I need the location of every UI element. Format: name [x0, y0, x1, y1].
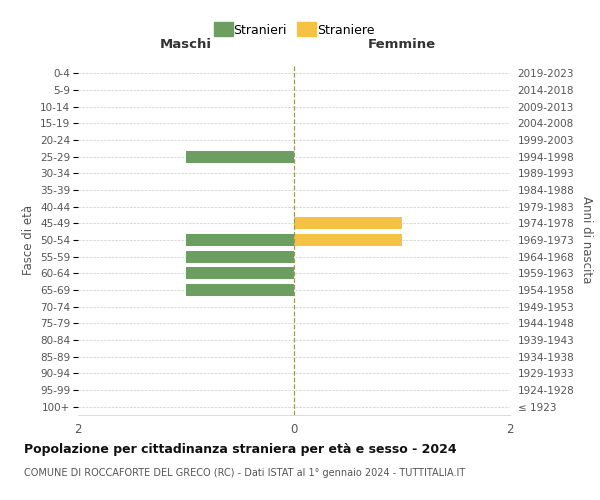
Bar [186, 250, 294, 262]
Text: Popolazione per cittadinanza straniera per età e sesso - 2024: Popolazione per cittadinanza straniera p… [24, 442, 457, 456]
Y-axis label: Fasce di età: Fasce di età [22, 205, 35, 275]
Bar [186, 284, 294, 296]
Bar [294, 218, 402, 230]
Text: Femmine: Femmine [368, 38, 436, 51]
Bar [294, 234, 402, 246]
Legend: Stranieri, Straniere: Stranieri, Straniere [210, 20, 378, 41]
Y-axis label: Anni di nascita: Anni di nascita [580, 196, 593, 284]
Text: Maschi: Maschi [160, 38, 212, 51]
Text: COMUNE DI ROCCAFORTE DEL GRECO (RC) - Dati ISTAT al 1° gennaio 2024 - TUTTITALIA: COMUNE DI ROCCAFORTE DEL GRECO (RC) - Da… [24, 468, 465, 477]
Bar [186, 268, 294, 280]
Bar [186, 234, 294, 246]
Bar [186, 150, 294, 162]
